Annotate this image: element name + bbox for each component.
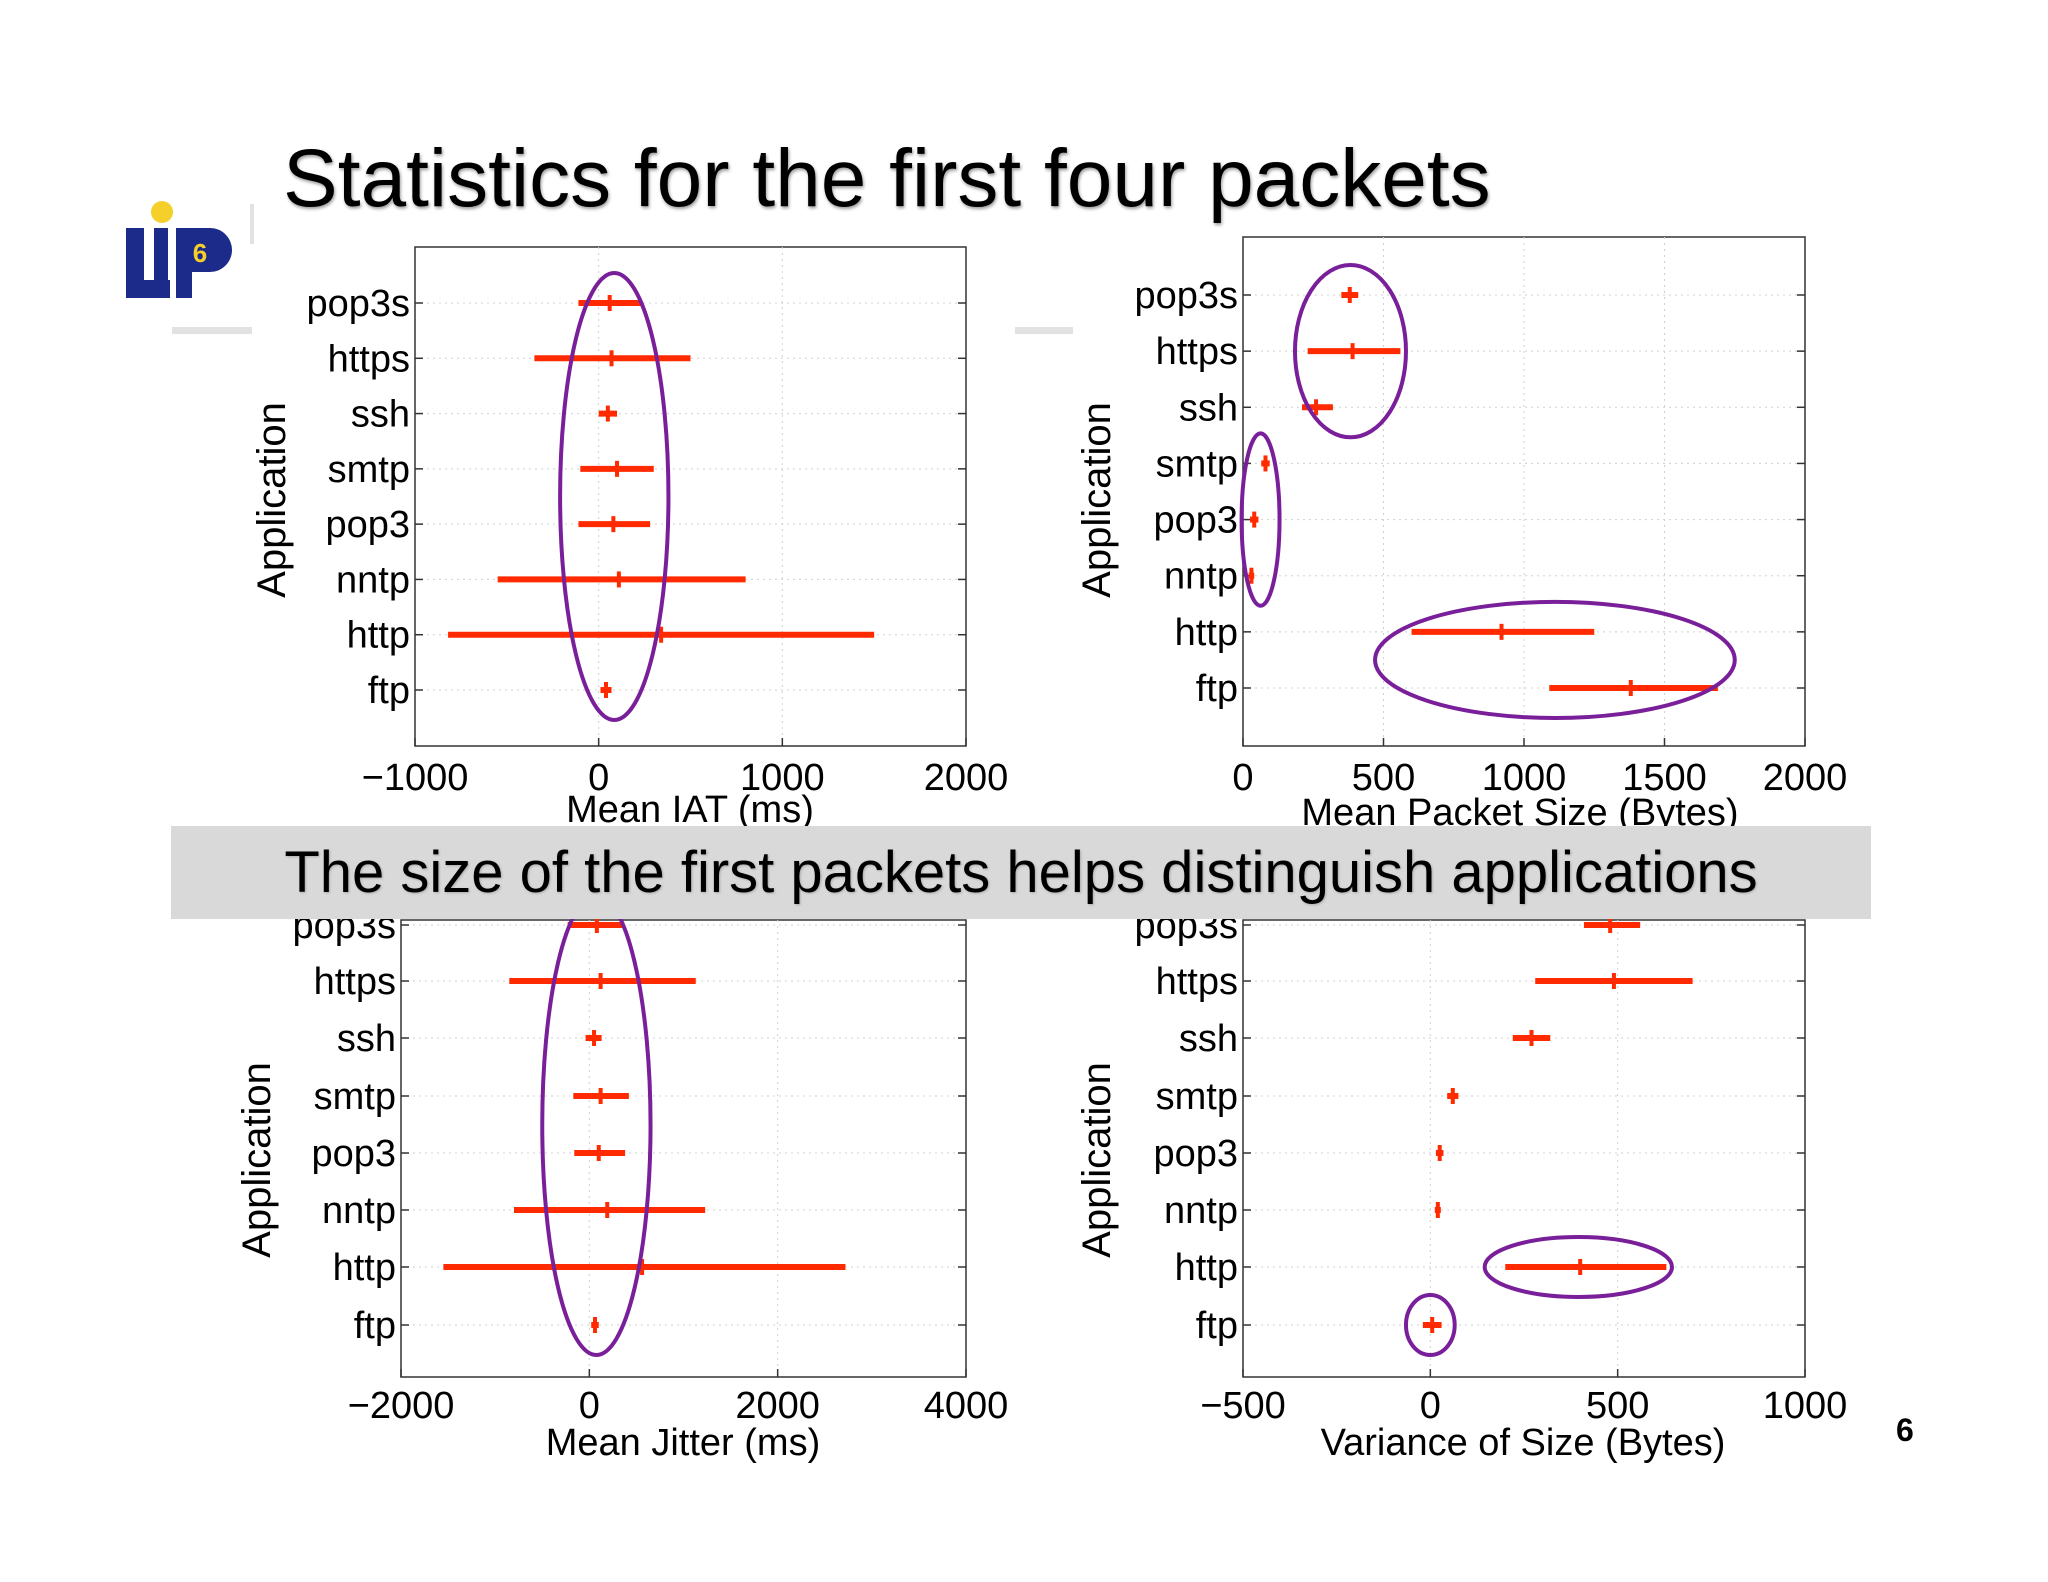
category-label-http: http [1175, 1247, 1238, 1289]
category-label-nntp: nntp [322, 1190, 396, 1232]
category-label-ssh: ssh [1179, 387, 1238, 429]
x-axis-label: Variance of Size (Bytes) [1321, 1422, 1726, 1464]
x-tick-label: 1000 [740, 757, 825, 799]
y-axis-label: Application [250, 402, 294, 598]
x-tick-label: 2000 [1763, 757, 1848, 799]
logo-letter-p-bowl [192, 228, 232, 272]
category-label-pop3: pop3 [311, 1133, 396, 1175]
category-label-ftp: ftp [1196, 1305, 1238, 1347]
category-label-https: https [314, 961, 396, 1003]
title-divider-vertical [250, 204, 254, 244]
category-label-smtp: smtp [328, 449, 410, 491]
x-tick-label: −1000 [362, 757, 469, 799]
category-label-https: https [1156, 961, 1238, 1003]
category-label-pop3: pop3 [325, 504, 410, 546]
x-tick-label: 1500 [1622, 757, 1707, 799]
category-label-ftp: ftp [1196, 668, 1238, 710]
category-label-nntp: nntp [1164, 1190, 1238, 1232]
highlight-ellipse [1239, 431, 1282, 608]
key-message-text: The size of the first packets helps dist… [284, 840, 1758, 905]
x-axis-label: Mean IAT (ms) [566, 789, 814, 831]
y-axis-label: Application [1075, 1062, 1119, 1258]
title-divider-right [1015, 327, 1073, 334]
category-label-nntp: nntp [1164, 556, 1238, 598]
x-axis-label: Mean Jitter (ms) [546, 1422, 820, 1464]
x-tick-label: 0 [588, 757, 609, 799]
x-tick-label: 1000 [1763, 1385, 1848, 1427]
x-tick-label: 0 [1232, 757, 1253, 799]
page-number: 6 [1896, 1412, 1914, 1448]
highlight-ellipse [1292, 263, 1408, 440]
category-label-pop3: pop3 [1153, 1133, 1238, 1175]
highlight-ellipse [558, 271, 671, 722]
highlight-ellipse [1403, 1293, 1457, 1357]
category-label-pop3s: pop3s [1134, 275, 1238, 317]
category-label-smtp: smtp [314, 1076, 396, 1118]
x-tick-label: 2000 [735, 1385, 820, 1427]
logo-letter-i [154, 228, 168, 298]
x-tick-label: 500 [1586, 1385, 1649, 1427]
slide-title: Statistics for the first four packets [283, 133, 1491, 224]
category-label-ssh: ssh [351, 394, 410, 436]
category-label-ftp: ftp [354, 1305, 396, 1347]
x-tick-label: 500 [1352, 757, 1415, 799]
x-tick-label: 4000 [924, 1385, 1009, 1427]
category-label-smtp: smtp [1156, 1076, 1238, 1118]
x-tick-label: 0 [1420, 1385, 1441, 1427]
plot-frame [414, 246, 967, 747]
category-label-smtp: smtp [1156, 443, 1238, 485]
category-label-nntp: nntp [336, 559, 410, 601]
x-tick-label: −2000 [348, 1385, 455, 1427]
logo-digit-6: 6 [193, 238, 207, 268]
x-tick-label: 2000 [924, 757, 1009, 799]
category-label-pop3s: pop3s [306, 283, 410, 325]
highlight-ellipse [1482, 1235, 1674, 1299]
x-tick-label: 1000 [1482, 757, 1567, 799]
category-label-ssh: ssh [337, 1018, 396, 1060]
logo-letter-p [176, 228, 192, 298]
category-label-http: http [333, 1247, 396, 1289]
x-tick-label: 0 [579, 1385, 600, 1427]
category-label-https: https [328, 338, 410, 380]
title-divider-left [172, 327, 252, 334]
logo-dot-icon [151, 201, 173, 223]
y-axis-label: Application [1075, 402, 1119, 598]
category-label-pop3: pop3 [1153, 500, 1238, 542]
category-label-ssh: ssh [1179, 1018, 1238, 1060]
plot-frame [1242, 919, 1806, 1378]
x-tick-label: −500 [1200, 1385, 1286, 1427]
highlight-ellipse [1373, 599, 1737, 721]
plot-frame [400, 919, 967, 1378]
category-label-https: https [1156, 331, 1238, 373]
category-label-ftp: ftp [368, 670, 410, 712]
y-axis-label: Application [235, 1062, 279, 1258]
category-label-http: http [1175, 612, 1238, 654]
category-label-http: http [347, 615, 410, 657]
key-message-banner: The size of the first packets helps dist… [171, 826, 1871, 919]
lip6-logo: 6 [126, 201, 232, 298]
